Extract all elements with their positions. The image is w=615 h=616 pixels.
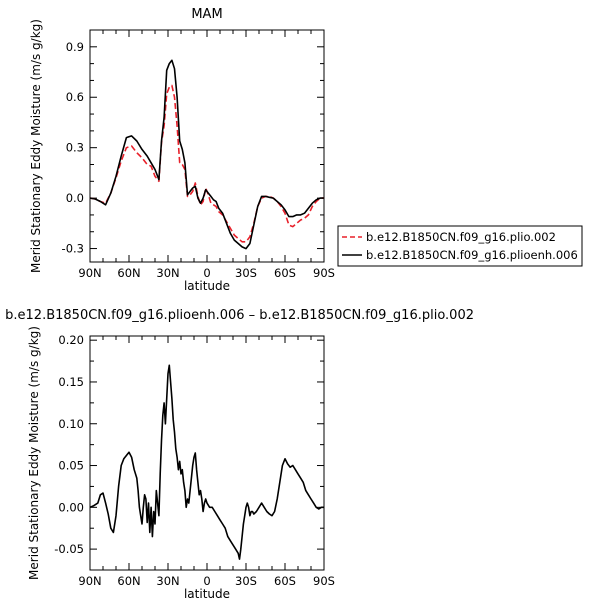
y-tick-label: 0.6 — [66, 90, 84, 104]
x-tick-label: 90S — [313, 574, 335, 588]
y-tick-label: 0.05 — [58, 459, 84, 473]
y-tick-label: 0.20 — [58, 333, 84, 347]
x-axis-label: latitude — [184, 279, 230, 293]
y-tick-label: 0.15 — [58, 375, 84, 389]
legend-box — [337, 225, 583, 267]
x-tick-label: 30N — [156, 266, 179, 280]
y-tick-label: 0.10 — [58, 417, 84, 431]
bottom-panel: 90N 60N 30N 0 30S 60S 90S -0.05 0.00 0.05 0.10 0.15… — [5, 308, 474, 601]
x-tick-label: 90N — [78, 574, 101, 588]
y-tick-label: 0.9 — [66, 40, 84, 54]
x-tick-label: 30N — [156, 574, 179, 588]
x-tick-label: 60N — [117, 266, 140, 280]
legend: b.e12.B1850CN.f09_g16.plio.002 b.e12.B185… — [337, 225, 583, 267]
x-tick-label: 60S — [274, 266, 296, 280]
x-tick-label: 30S — [235, 266, 257, 280]
y-tick-label: 0.3 — [66, 141, 84, 155]
x-tick-label: 0 — [203, 574, 210, 588]
chart-title: MAM — [191, 7, 222, 22]
y-tick-label: -0.3 — [62, 242, 84, 256]
y-axis-label: Merid Stationary Eddy Moisture (m/s g/kg… — [27, 326, 41, 580]
series-line-2 — [89, 59, 324, 250]
x-axis-label: latitude — [184, 587, 230, 601]
chart-title: b.e12.B1850CN.f09_g16.plioenh.006 – b.e1… — [5, 308, 474, 323]
y-tick-label: 0.00 — [58, 500, 84, 514]
x-tick-label: 0 — [203, 266, 210, 280]
x-tick-label: 60N — [117, 574, 140, 588]
series-line-1 — [89, 364, 324, 560]
y-tick-label: -0.05 — [54, 542, 84, 556]
top-panel: 90N 60N 30N 0 30S 60S 90S -0.3 0.0 0.3 0.6 0.9 latit… — [29, 7, 335, 293]
y-tick-label: 0.0 — [66, 191, 84, 205]
legend-label-2: b.e12.B1850CN.f09_g16.plioenh.006 — [366, 248, 578, 262]
x-tick-label: 90S — [313, 266, 335, 280]
x-tick-label: 30S — [235, 574, 257, 588]
x-tick-label: 90N — [78, 266, 101, 280]
plot-frame — [89, 335, 325, 571]
x-tick-label: 60S — [274, 574, 296, 588]
series-line-1 — [89, 84, 324, 243]
plot-frame — [89, 29, 325, 263]
legend-label-1: b.e12.B1850CN.f09_g16.plio.002 — [366, 230, 556, 244]
y-axis-label: Merid Stationary Eddy Moisture (m/s g/kg… — [29, 19, 43, 273]
